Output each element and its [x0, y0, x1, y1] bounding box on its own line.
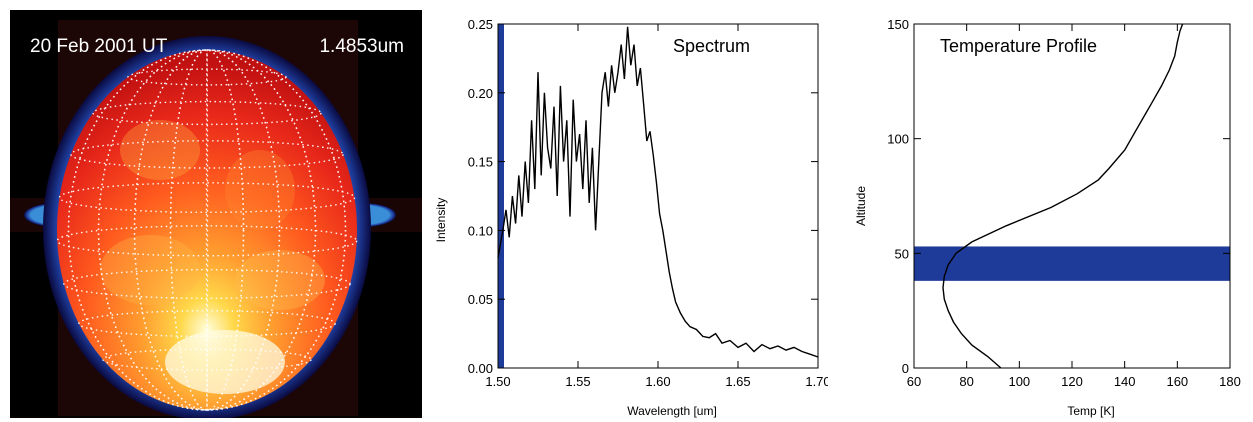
temperature-xlabel: Temp [K] — [1067, 404, 1114, 418]
longitude-line — [133, 49, 281, 411]
y-tick-label: 0.00 — [468, 361, 493, 376]
y-tick-label: 0.05 — [468, 292, 493, 307]
x-tick-label: 180 — [1219, 374, 1241, 389]
x-tick-label: 1.70 — [805, 374, 828, 389]
x-tick-label: 1.55 — [565, 374, 590, 389]
date-label: 20 Feb 2001 UT — [30, 36, 168, 57]
wavelength-label: 1.4853um — [319, 36, 404, 57]
longitude-line — [97, 49, 317, 411]
x-tick-label: 120 — [1061, 374, 1083, 389]
bright-spot — [165, 330, 285, 394]
spectrum-xlabel: Wavelength [um] — [627, 404, 717, 418]
x-tick-label: 1.50 — [485, 374, 510, 389]
planet-image — [10, 10, 422, 418]
temperature-profile-line — [942, 23, 1184, 369]
y-tick-label: 0 — [902, 361, 909, 376]
spectrum-ylabel: Intensity — [434, 198, 448, 243]
y-tick-label: 100 — [887, 132, 909, 147]
x-tick-label: 1.60 — [645, 374, 670, 389]
spectrum-chart: 1.50 1.55 1.60 1.65 1.70 0.00 0.05 0.10 0.15 0.20… — [434, 17, 828, 418]
x-tick-label: 160 — [1166, 374, 1188, 389]
temperature-profile-chart: 60 80 100 120 140 160 180 0 50 100 150 Temperature… — [854, 17, 1241, 418]
y-tick-label: 50 — [895, 246, 909, 261]
planet-image-panel: 20 Feb 2001 UT 1.4853um — [10, 10, 422, 418]
latitude-line — [58, 182, 356, 214]
temperature-ylabel: Altitude — [854, 186, 868, 226]
x-tick-label: 60 — [907, 374, 921, 389]
y-tick-label: 0.10 — [468, 223, 493, 238]
y-tick-label: 150 — [887, 17, 909, 32]
x-tick-label: 140 — [1114, 374, 1136, 389]
longitude-line — [169, 49, 245, 411]
y-tick-label: 0.15 — [468, 155, 493, 170]
y-tick-label: 0.20 — [468, 86, 493, 101]
graticule-grid — [56, 49, 358, 411]
temperature-title: Temperature Profile — [940, 36, 1097, 56]
x-tick-label: 1.65 — [725, 374, 750, 389]
spectrum-title: Spectrum — [673, 36, 750, 56]
y-tick-label: 0.25 — [468, 17, 493, 32]
spectrum-line — [497, 26, 819, 358]
longitude-line — [67, 49, 347, 411]
wavelength-marker — [498, 24, 504, 368]
latitude-line — [70, 140, 344, 169]
altitude-band — [914, 246, 1230, 281]
x-tick-label: 80 — [959, 374, 973, 389]
x-tick-label: 100 — [1008, 374, 1030, 389]
